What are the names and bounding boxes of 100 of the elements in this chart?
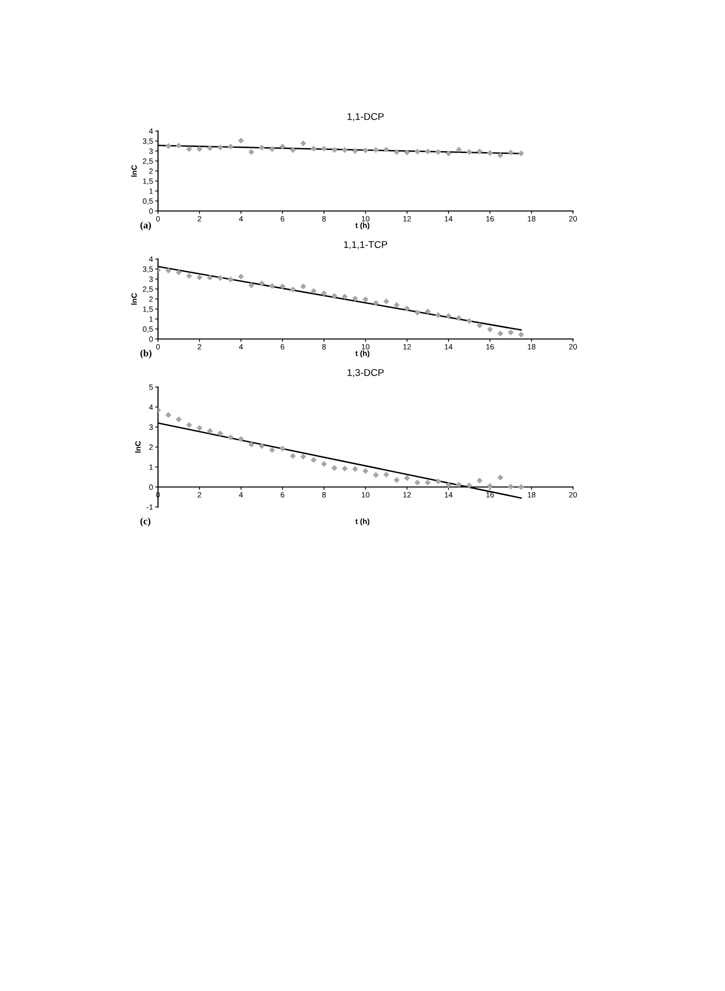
point (165, 143, 172, 149)
point (217, 275, 224, 281)
point (186, 273, 192, 279)
point (248, 149, 254, 155)
point (466, 482, 472, 488)
point (176, 416, 182, 422)
point (290, 453, 296, 459)
point (383, 472, 390, 478)
point (300, 283, 306, 290)
point (331, 147, 338, 153)
point (269, 146, 276, 152)
point (206, 145, 213, 151)
point (290, 147, 296, 153)
point (321, 146, 327, 152)
point (487, 326, 493, 332)
point (321, 290, 327, 296)
point (217, 144, 224, 150)
point (352, 466, 358, 472)
point (508, 150, 514, 156)
point (414, 148, 420, 155)
point (394, 477, 400, 483)
point (352, 148, 358, 154)
point (300, 140, 306, 146)
point (446, 150, 452, 156)
point (290, 286, 296, 292)
point (435, 149, 442, 155)
point (342, 147, 348, 153)
point (424, 148, 431, 154)
point (331, 465, 338, 471)
chart-title: 1,1,1-TCP (344, 241, 388, 250)
point (404, 149, 410, 156)
point (518, 150, 524, 156)
point (352, 296, 358, 302)
point (456, 482, 462, 488)
text: (b) (140, 350, 152, 358)
point (186, 146, 192, 152)
point (280, 144, 286, 150)
point (394, 302, 400, 308)
point (310, 288, 317, 294)
point (258, 144, 265, 151)
point (258, 280, 265, 286)
point (476, 478, 483, 484)
point (497, 330, 504, 337)
point (362, 147, 368, 154)
point (206, 428, 213, 434)
point (342, 294, 348, 300)
point (497, 474, 504, 481)
point (362, 296, 368, 302)
point (372, 472, 379, 478)
chart-title: 1,3-DCP (348, 369, 384, 378)
point (331, 293, 338, 299)
point (206, 274, 213, 281)
point (476, 322, 483, 328)
point (383, 146, 390, 153)
point (394, 149, 400, 155)
point (165, 268, 172, 274)
point (300, 454, 306, 460)
point (238, 138, 244, 144)
point (196, 274, 202, 280)
point (269, 447, 276, 453)
point (280, 283, 286, 290)
point (372, 147, 379, 153)
point (176, 269, 182, 276)
point (248, 442, 254, 448)
point (238, 274, 244, 280)
point (424, 308, 431, 314)
point (404, 306, 410, 312)
point (310, 457, 317, 463)
point (466, 149, 472, 155)
point (258, 443, 265, 449)
point (435, 312, 442, 318)
point (248, 282, 254, 288)
point (424, 480, 431, 486)
point (342, 466, 348, 472)
point (310, 146, 317, 152)
point (518, 332, 524, 338)
point (165, 412, 172, 418)
point (228, 276, 234, 282)
text: (c) (140, 518, 150, 526)
point (228, 434, 234, 440)
text: (a) (140, 222, 151, 230)
point (466, 318, 472, 324)
point (456, 146, 462, 153)
point (372, 300, 379, 306)
point (518, 484, 524, 490)
point (456, 315, 462, 321)
chart-title: 1,1-DCP (348, 113, 384, 122)
point (476, 148, 483, 154)
point (497, 152, 504, 158)
point (414, 310, 420, 316)
point (186, 422, 192, 428)
point (280, 446, 286, 452)
point (508, 484, 514, 490)
point (435, 478, 442, 484)
point (383, 298, 390, 304)
point (228, 144, 234, 150)
point (508, 329, 514, 336)
point (217, 430, 224, 436)
point (414, 480, 420, 486)
point (269, 283, 276, 289)
